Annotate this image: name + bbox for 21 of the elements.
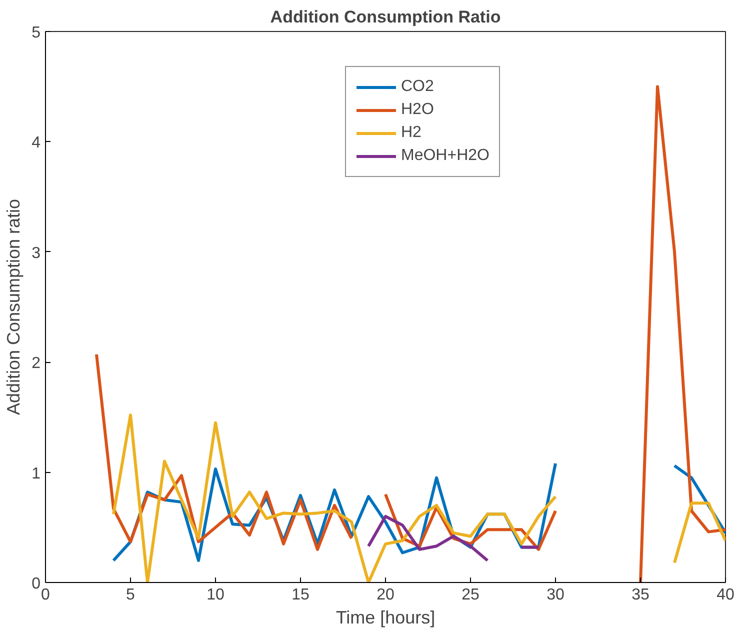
legend-label: H2O <box>401 101 434 119</box>
x-tick-label: 30 <box>546 586 564 604</box>
y-axis-title: Addition Consumption ratio <box>4 198 24 416</box>
legend-label: MeOH+H2O <box>401 147 490 165</box>
x-tick-label: 40 <box>716 586 734 604</box>
x-tick-label: 35 <box>632 586 650 604</box>
x-tick-label: 5 <box>126 586 136 604</box>
x-tick-label: 25 <box>462 586 480 604</box>
x-axis-title: Time [hours] <box>336 608 436 628</box>
chart-title: Addition Consumption Ratio <box>270 8 501 26</box>
y-tick-label: 0 <box>32 576 41 592</box>
y-tick-label: 2 <box>32 355 41 372</box>
legend-label: H2 <box>401 124 422 142</box>
y-tick-label: 4 <box>32 134 41 152</box>
x-tick-label: 10 <box>206 586 224 604</box>
x-tick-label: 15 <box>292 586 310 604</box>
y-tick-label: 3 <box>32 244 41 262</box>
legend-label: CO2 <box>401 78 434 96</box>
y-tick-label: 1 <box>32 465 41 482</box>
y-tick-label: 5 <box>32 24 41 42</box>
x-tick-label: 20 <box>376 586 394 604</box>
